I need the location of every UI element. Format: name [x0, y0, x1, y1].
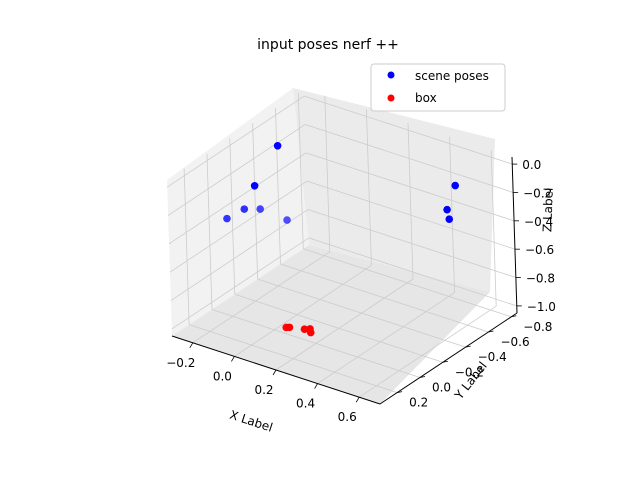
grid-lines — [167, 92, 517, 398]
z-tick-label: 0.0 — [522, 158, 541, 172]
x-gridline-floor — [317, 292, 455, 384]
x-axis-line — [171, 335, 381, 405]
x-tick-mark — [355, 396, 360, 403]
y-tick-label: −0.6 — [500, 335, 529, 349]
y-gridline-left — [252, 123, 259, 280]
x-tick-label: −0.2 — [166, 356, 195, 370]
scene-pose-point — [256, 205, 265, 213]
y-tick-label: 0.0 — [432, 380, 451, 394]
tick-labels: −0.20.00.20.40.6−0.8−0.6−0.4−0.20.00.2−1… — [166, 158, 556, 424]
z-gridline-left — [167, 124, 306, 216]
y-axis-line — [379, 312, 518, 405]
z-gridline-back — [307, 209, 516, 278]
z-gridline-left — [168, 152, 307, 245]
y-gridline-left — [206, 153, 213, 310]
x-gridline-floor — [234, 265, 372, 357]
back-pane — [293, 88, 495, 292]
x-gridline-back — [407, 122, 414, 280]
y-gridline-floor — [189, 324, 398, 394]
z-gridline-left — [167, 95, 305, 188]
x-tick-mark — [272, 369, 277, 376]
left-pane — [167, 88, 309, 336]
z-gridline-left — [171, 237, 309, 330]
z-tick-label: −0.4 — [524, 215, 553, 229]
z-gridline-left — [170, 209, 309, 301]
y-tick-label: −0.2 — [455, 365, 484, 379]
x-axis-label: X Label — [228, 408, 275, 435]
y-gridline-left — [275, 107, 281, 264]
legend-marker-box — [387, 94, 395, 102]
x-gridline-back — [449, 136, 455, 293]
z-tick-label: −0.8 — [526, 272, 555, 286]
scene-pose-point — [240, 205, 249, 213]
axis-lines — [171, 156, 522, 405]
box-point — [306, 325, 314, 333]
z-axis-line — [511, 156, 518, 314]
y-gridline-floor — [257, 278, 466, 348]
z-gridline-back — [304, 95, 513, 165]
y-tick-label: −0.4 — [478, 350, 507, 364]
y-gridline-floor — [303, 248, 512, 318]
x-gridline-back — [490, 150, 497, 307]
x-tick-mark — [314, 383, 318, 389]
box-point — [285, 323, 294, 332]
x-tick-label: 0.2 — [254, 383, 273, 397]
floor-pane — [172, 245, 490, 404]
z-gridline-back — [305, 124, 514, 193]
scene-pose-point — [283, 216, 291, 224]
z-axis-label: Z Label — [540, 187, 556, 232]
scene-pose-point — [223, 214, 231, 223]
legend: scene poses box — [370, 63, 506, 112]
y-tick-label: 0.2 — [409, 396, 428, 410]
y-gridline-left — [183, 168, 190, 325]
x-tick-mark — [231, 356, 235, 362]
z-tick-label: −0.2 — [523, 186, 552, 200]
y-gridline-left — [229, 138, 236, 295]
x-tick-label: 0.4 — [296, 397, 315, 411]
y-tick-label: −0.8 — [523, 320, 552, 334]
scene-pose-point — [273, 141, 282, 150]
y-gridline-floor — [280, 263, 489, 333]
z-tick-label: −1.0 — [527, 300, 556, 314]
legend-frame — [370, 63, 506, 112]
scene-pose-point — [250, 181, 259, 190]
z-tick-label: −0.6 — [525, 243, 554, 257]
z-gridline-back — [308, 237, 517, 307]
z-gridline-back — [306, 180, 516, 250]
scene-pose-point — [451, 181, 460, 190]
x-tick-label: 0.0 — [213, 369, 232, 383]
x-gridline-back — [366, 109, 372, 266]
x-gridline-floor — [275, 278, 414, 371]
z-gridline-back — [305, 152, 515, 222]
chart-title: input poses nerf ++ — [257, 37, 399, 53]
x-tick-mark — [189, 342, 194, 349]
x-gridline-floor — [358, 305, 497, 398]
legend-label-box: box — [415, 91, 437, 105]
y-gridline-floor — [211, 309, 421, 378]
x-gridline-floor — [192, 251, 331, 344]
x-tick-label: 0.6 — [338, 410, 357, 424]
legend-label-scene-poses: scene poses — [415, 69, 489, 83]
scene-pose-point — [443, 205, 451, 214]
x-gridline-back — [324, 95, 331, 252]
points-layer — [223, 141, 460, 337]
z-gridline-left — [169, 180, 308, 273]
legend-marker-scene-poses — [387, 71, 395, 79]
scene-pose-point — [445, 215, 454, 223]
y-gridline-floor — [234, 293, 443, 363]
y-gridline-left — [297, 92, 304, 249]
